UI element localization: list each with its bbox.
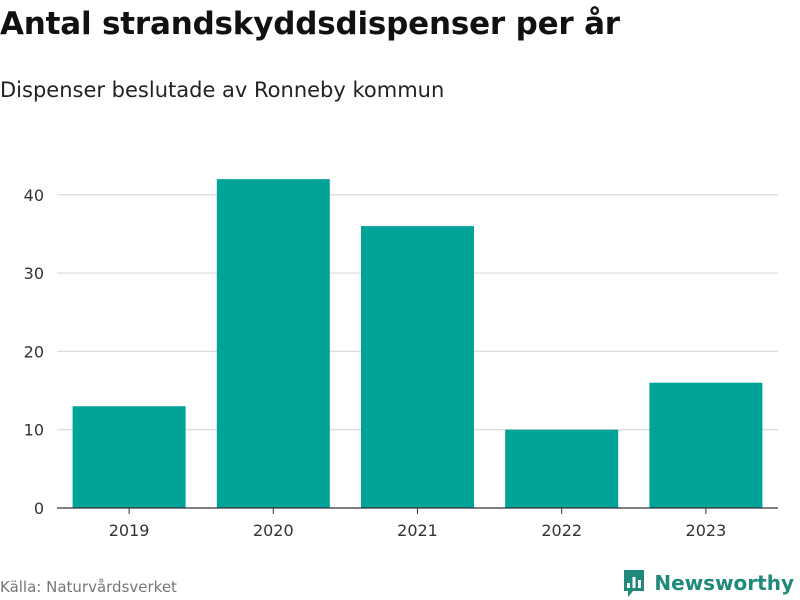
y-tick-label: 40 [24, 186, 44, 205]
axes: 0 10 20 30 40 2019 2020 2021 2022 2023 [24, 186, 778, 540]
x-tick-label: 2020 [253, 521, 294, 540]
y-tick-label: 0 [34, 499, 44, 518]
bar-2020 [216, 179, 330, 508]
bar-2021 [361, 226, 474, 508]
y-tick-label: 10 [24, 421, 44, 440]
bar-2019 [72, 406, 186, 508]
bar-chart-speech-bubble-icon [624, 570, 645, 597]
bar-2022 [505, 429, 619, 508]
bar-2023 [649, 382, 763, 508]
bar-chart: 0 10 20 30 40 2019 2020 2021 2022 2023 [24, 179, 778, 540]
source-note: Källa: Naturvårdsverket [0, 578, 177, 596]
brand-logo: Newsworthy [622, 568, 794, 598]
chart-title: Antal strandskyddsdispenser per år [0, 6, 620, 42]
x-tick-label: 2022 [541, 521, 582, 540]
x-tick-label: 2023 [686, 521, 727, 540]
x-tick-label: 2019 [109, 521, 150, 540]
chart-subtitle: Dispenser beslutade av Ronneby kommun [0, 78, 445, 102]
bars [72, 179, 763, 508]
y-tick-label: 30 [24, 264, 44, 283]
x-tick-label: 2021 [397, 521, 438, 540]
brand-name: Newsworthy [654, 571, 794, 595]
y-tick-label: 20 [24, 342, 44, 361]
